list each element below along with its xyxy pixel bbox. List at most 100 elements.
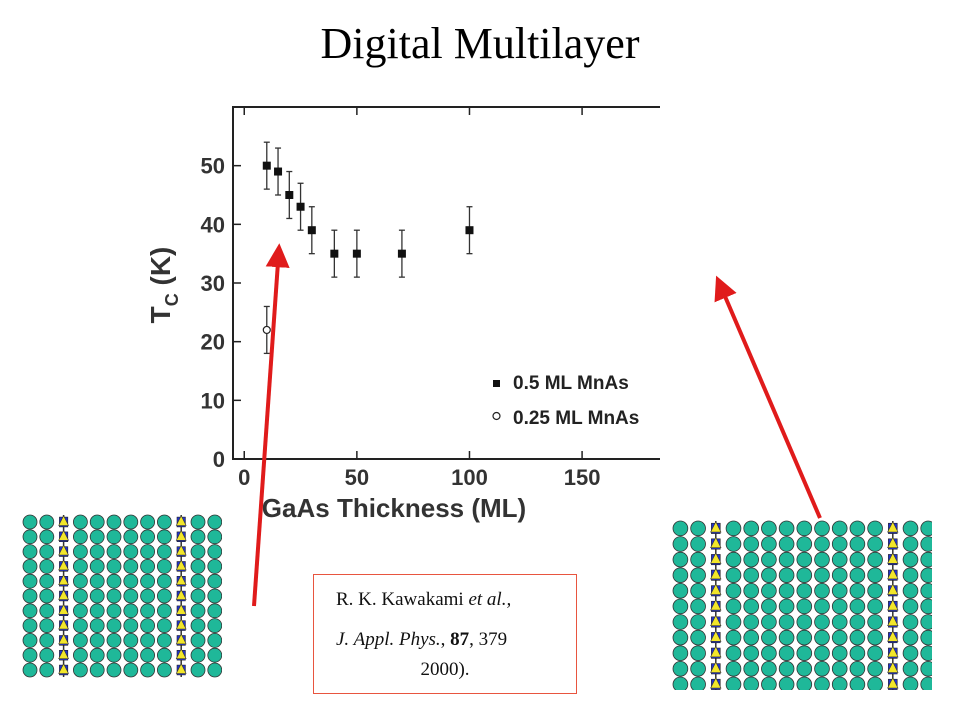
lattice-atom [725,661,742,677]
lattice-atom [725,614,742,630]
dopant-spin-arrow [58,589,69,600]
dopant-spin-arrow [710,552,722,564]
lattice-atom [690,567,706,583]
lattice-atom [814,520,830,537]
lattice-atom [796,536,813,552]
lattice-atom [140,514,155,530]
arrow-to-thin-spacer-data [252,243,290,607]
lattice-atom [39,647,55,663]
lattice-atom [156,529,172,545]
lattice-atom [106,514,122,530]
lattice-atom [672,567,689,583]
lattice-atom [207,514,222,530]
dopant-spin-arrow [175,544,187,556]
citation-journal: J. Appl. Phys. [336,629,441,650]
data-point-0-25ml [262,325,271,335]
lattice-atom [849,583,866,599]
dopant-spin-arrow [58,529,69,541]
lattice-atom [778,661,795,677]
lattice-thick-spacer [672,520,932,690]
data-point-0-5ml [274,167,283,176]
lattice-atom [814,676,830,690]
lattice-atom [39,529,55,545]
lattice-atom [743,536,759,552]
lattice-atom [796,676,813,690]
data-points [262,141,474,355]
lattice-atom [778,583,795,599]
lattice-atom [39,559,55,574]
lattice-atom [156,603,172,619]
lattice-atom [106,618,122,633]
lattice-atom [123,573,139,589]
citation-box: R. K. Kawakami et al., J. Appl. Phys., 8… [313,574,577,694]
lattice-atom [761,583,777,599]
lattice-atom [190,647,206,663]
lattice-atom [39,514,55,530]
lattice-atom [725,676,742,690]
dopant-spin-arrow [710,645,722,658]
dopant-spin-arrow [58,648,69,659]
lattice-atom [106,662,122,678]
lattice-atom [89,529,105,545]
lattice-atom [778,551,795,568]
lattice-atom [207,662,222,678]
lattice-atom [672,551,689,568]
lattice-atom [761,567,777,583]
lattice-atom [140,529,155,545]
citation-etal: et al., [468,589,512,610]
lattice-atom [920,598,932,615]
data-point-0-5ml [330,249,339,258]
lattice-atom [849,551,866,568]
lattice-atom [849,614,866,630]
lattice-atom [106,588,122,604]
slide-title: Digital Multilayer [320,19,640,68]
citation-line-journal: J. Appl. Phys., 87, 379 [336,629,508,650]
lattice-atom [207,618,222,633]
lattice-atom [902,629,919,646]
lattice-atom [672,598,689,615]
lattice-atom [902,567,919,583]
dopant-spin-arrow [887,645,899,658]
lattice-atom [190,559,206,574]
lattice-atom [814,629,830,646]
lattice-atom [867,629,883,646]
lattice-atom [123,603,139,619]
dopant-spin-arrow [887,567,899,580]
dopant-spin-arrow [887,599,899,611]
lattice-atom [22,514,38,530]
data-point-0-5ml [307,226,316,235]
dopant-spin-arrow [175,648,187,659]
lattice-atom [690,629,706,646]
dopant-spin-arrow [710,630,722,642]
lattice-atom [207,559,222,574]
lattice-atom [156,618,172,633]
y-axis-label: TC (K) [145,247,182,324]
y-axis-ticks: 0 10 20 30 40 50 [201,154,241,472]
lattice-atom [73,647,88,663]
dopant-spin-arrow [58,618,69,630]
lattice-atom [123,588,139,604]
lattice-atom [814,598,830,615]
legend-label-series-1: 0.5 ML MnAs [513,373,629,394]
lattice-atom [672,661,689,677]
lattice-atom [690,583,706,599]
lattice-atom [106,573,122,589]
lattice-atom [920,661,932,677]
lattice-atom [761,520,777,537]
lattice-atom [831,614,848,630]
lattice-atom [778,645,795,661]
lattice-atom [743,676,759,690]
lattice-atom [73,588,88,604]
lattice-atom [778,614,795,630]
lattice-atom [814,645,830,661]
lattice-atom [725,551,742,568]
dopant-spin-arrow [710,677,722,689]
data-point-0-5ml [397,249,406,258]
lattice-atom [831,520,848,537]
lattice-atom [867,676,883,690]
lattice-atom [761,661,777,677]
lattice-atom [73,514,88,530]
lattice-atom [725,583,742,599]
lattice-atom [690,645,706,661]
lattice-atom [902,614,919,630]
